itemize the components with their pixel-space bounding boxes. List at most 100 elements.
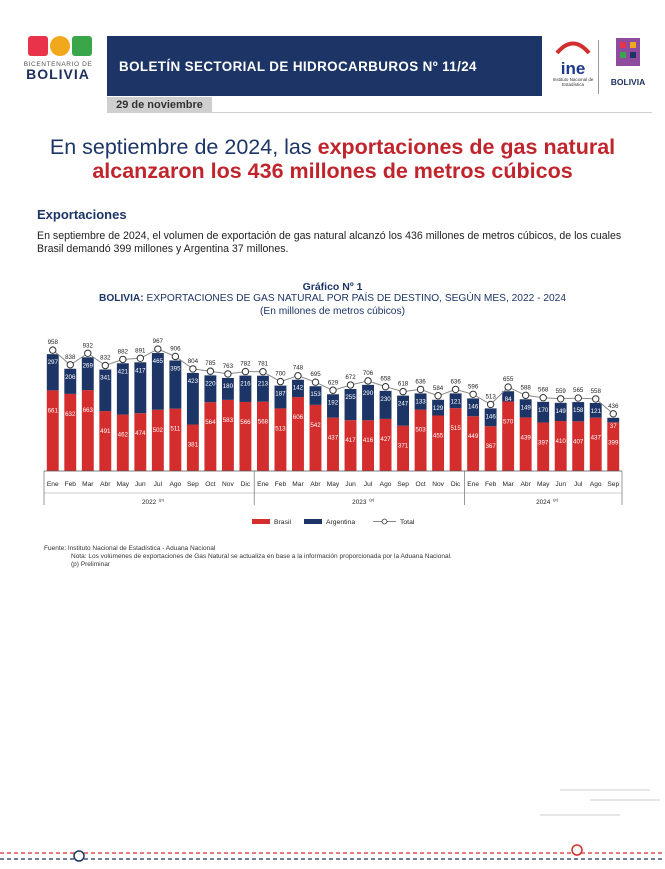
chart-unit: (En millones de metros cúbicos) [260,306,405,317]
total-point [101,361,110,370]
label-argentina: 121 [450,398,461,405]
total-point [294,372,302,380]
bar-brasil [362,420,374,471]
label-argentina: 417 [135,367,146,374]
x-tick-label: Ago [380,481,392,488]
bar-argentina [64,368,77,394]
bar-argentina [221,377,234,400]
total-point [189,365,197,373]
bar-argentina [274,385,287,409]
label-total: 906 [170,345,181,352]
bar-brasil [256,401,269,471]
label-total: 436 [608,403,619,410]
x-tick-label: Oct [205,481,215,488]
x-tick-label: Feb [65,481,77,488]
label-argentina: 255 [345,394,356,401]
x-tick-label: May [117,481,130,488]
year-superscript: (p) [553,497,559,502]
label-total: 782 [240,361,251,368]
total-point [416,385,425,394]
bar-brasil [46,390,59,471]
label-argentina: 423 [188,378,199,385]
bar-brasil [537,422,550,471]
label-brasil: 437 [328,435,339,442]
total-point [66,361,74,369]
label-brasil: 515 [450,425,461,432]
x-tick-label: Jul [574,481,583,488]
bar-argentina [607,417,620,423]
label-argentina: 121 [591,408,602,415]
label-argentina: 149 [521,404,532,411]
label-argentina: 269 [83,362,94,369]
bar-argentina [309,386,322,405]
bar-brasil [502,401,515,471]
total-point [154,345,162,353]
logo-mark-red [28,36,48,56]
total-point [556,395,565,403]
bar-argentina [204,375,217,403]
label-argentina: 180 [223,383,234,390]
bar-brasil [134,413,147,471]
bar-argentina [99,369,112,412]
ministry-logo: BOLIVIA [602,36,654,96]
label-brasil: 407 [573,438,584,445]
label-brasil: 397 [538,440,549,447]
footer-node-right-icon [571,844,583,856]
bar-argentina [449,393,462,409]
x-tick-label: Dic [241,481,251,488]
label-brasil: 542 [310,422,321,429]
x-tick-label: Ene [47,481,59,488]
bar-argentina [572,402,585,422]
bar-argentina [397,395,410,426]
bar-brasil [81,390,94,471]
section-paragraph: En septiembre de 2024, el volumen de exp… [37,230,622,255]
bar-argentina [362,384,374,421]
total-point [206,367,215,375]
year-label: 2022 [142,499,157,506]
label-brasil: 503 [415,427,426,434]
legend-label-argentina: Argentina [326,519,355,526]
label-brasil: 511 [170,426,180,433]
label-argentina: 170 [538,407,549,414]
label-total: 636 [450,378,461,385]
x-tick-label: Jun [135,481,146,488]
bar-brasil [169,408,182,471]
total-point [364,377,372,385]
x-tick-label: Dic [451,481,461,488]
bar-brasil [186,424,199,471]
legend-point-total [381,518,388,525]
bar-argentina [46,354,59,391]
x-tick-label: Abr [310,481,321,488]
total-point [224,370,232,378]
header-divider [107,112,652,113]
label-argentina: 158 [573,407,584,414]
total-point [84,349,92,357]
label-brasil: 417 [345,437,356,444]
x-tick-label: Nov [222,481,234,488]
label-brasil: 399 [608,439,619,446]
year-label: 2023 [352,499,367,506]
label-brasil: 462 [118,432,129,439]
total-point [346,381,355,389]
label-argentina: 421 [118,368,129,375]
bar-brasil [554,420,567,471]
bar-argentina [134,362,147,414]
logo-mark-green [72,36,92,56]
total-point [469,390,477,398]
bar-brasil [572,421,585,471]
label-total: 636 [415,378,426,385]
total-point [399,387,407,396]
label-total: 932 [83,342,94,349]
total-point [171,352,180,361]
bulletin-title: BOLETÍN SECTORIAL DE HIDROCARBUROS Nº 11… [119,58,477,74]
total-point [241,367,250,376]
label-total: 695 [310,371,321,378]
label-brasil: 513 [275,425,286,432]
total-point [504,383,512,391]
label-argentina: 206 [65,374,76,381]
label-argentina: 216 [240,381,251,388]
label-total: 559 [556,388,567,395]
label-argentina: 146 [468,403,479,410]
bar-brasil [274,408,287,471]
chart-notes: Fuente: Instituto Nacional de Estadístic… [44,545,452,569]
